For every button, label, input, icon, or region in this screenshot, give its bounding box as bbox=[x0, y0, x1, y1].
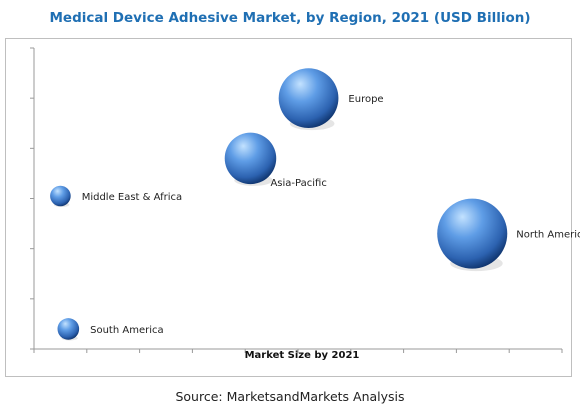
bubble-label-middle-east-africa: Middle East & Africa bbox=[82, 192, 182, 203]
bubble-label-europe: Europe bbox=[348, 94, 383, 105]
source-note: Source: MarketsandMarkets Analysis bbox=[175, 389, 405, 404]
x-axis-label: Market Size by 2021 bbox=[245, 350, 360, 361]
bubble-north-america bbox=[437, 198, 508, 269]
chart-title: Medical Device Adhesive Market, by Regio… bbox=[49, 10, 531, 26]
bubble-europe bbox=[278, 68, 339, 129]
bubble-label-asia-pacific: Asia-Pacific bbox=[270, 178, 326, 189]
bubble-label-south-america: South America bbox=[90, 325, 164, 336]
bubble-middle-east-africa bbox=[50, 185, 71, 207]
bubble-south-america bbox=[57, 318, 80, 340]
bubble-label-north-america: North America bbox=[516, 230, 580, 241]
bubble-asia-pacific bbox=[224, 132, 277, 185]
